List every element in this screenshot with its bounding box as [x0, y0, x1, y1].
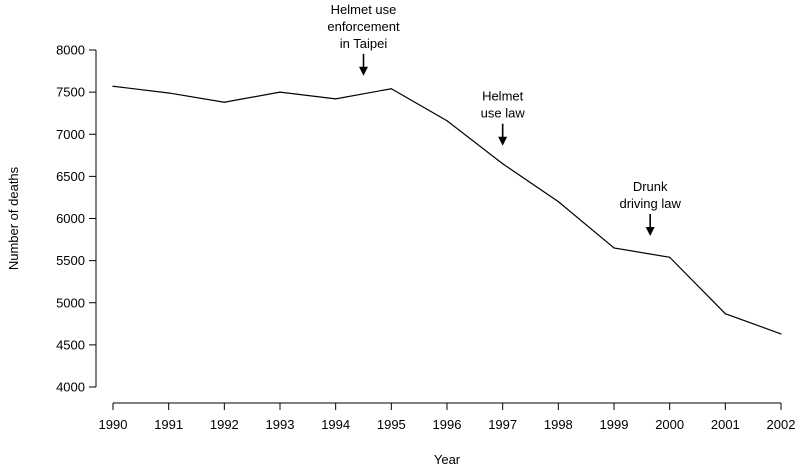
y-tick-label: 7000	[56, 127, 85, 142]
y-tick-label: 5000	[56, 295, 85, 310]
data-point	[724, 313, 726, 315]
x-tick-label: 1992	[210, 417, 239, 432]
data-point	[613, 247, 615, 249]
y-tick-label: 7500	[56, 85, 85, 100]
annotation-text-line: use law	[481, 106, 526, 121]
y-tick-label: 5500	[56, 253, 85, 268]
annotation-layer: Helmet use enforcement in Taipei Helmet use …	[327, 2, 681, 237]
data-point	[168, 92, 170, 94]
x-tick-label: 1994	[321, 417, 350, 432]
y-tick-label: 6500	[56, 169, 85, 184]
annotation-2: Drunk driving law	[619, 179, 681, 237]
data-point	[335, 98, 337, 100]
x-tick-label: 1998	[544, 417, 573, 432]
x-tick-label: 1990	[99, 417, 128, 432]
annotation-0: Helmet use enforcement in Taipei	[327, 2, 400, 76]
x-axis-title: Year	[434, 452, 461, 467]
annotation-text-line: Helmet use	[331, 2, 397, 17]
x-tick-label: 1997	[488, 417, 517, 432]
annotation-1: Helmet use law	[481, 89, 526, 146]
data-point	[112, 85, 114, 87]
series-layer	[112, 85, 782, 335]
x-tick-label: 2001	[711, 417, 740, 432]
x-tick-label: 1991	[154, 417, 183, 432]
x-tick-label: 1996	[433, 417, 462, 432]
x-tick-label: 1995	[377, 417, 406, 432]
y-axis: 4000 4500 5000 5500 6000 6500 7000 7500 8000	[56, 43, 97, 395]
x-tick-label: 1999	[600, 417, 629, 432]
annotation-text-line: enforcement	[327, 19, 400, 34]
data-point	[557, 201, 559, 203]
y-tick-label: 6000	[56, 211, 85, 226]
x-tick-label: 2000	[655, 417, 684, 432]
arrow-down-icon	[359, 66, 368, 76]
y-tick-label: 8000	[56, 43, 85, 58]
annotation-text-line: Helmet	[482, 89, 524, 104]
x-tick-label: 1993	[266, 417, 295, 432]
annotation-text-line: Drunk	[633, 179, 668, 194]
arrow-down-icon	[498, 136, 508, 146]
data-point	[502, 163, 504, 165]
annotation-text-line: driving law	[619, 196, 681, 211]
data-point	[390, 88, 392, 90]
y-tick-label: 4000	[56, 380, 85, 395]
y-axis-title: Number of deaths	[6, 166, 21, 270]
data-point	[780, 333, 782, 335]
data-point	[446, 120, 448, 122]
x-tick-label: 2002	[767, 417, 796, 432]
data-point	[279, 91, 281, 93]
data-point	[223, 101, 225, 103]
y-tick-label: 4500	[56, 337, 85, 352]
x-axis: 1990 1991 1992 1993 1994 1995 1996 1997 1998 1999…	[99, 402, 796, 432]
arrow-down-icon	[645, 227, 655, 237]
data-point	[669, 256, 671, 258]
annotation-text-line: in Taipei	[340, 36, 388, 51]
